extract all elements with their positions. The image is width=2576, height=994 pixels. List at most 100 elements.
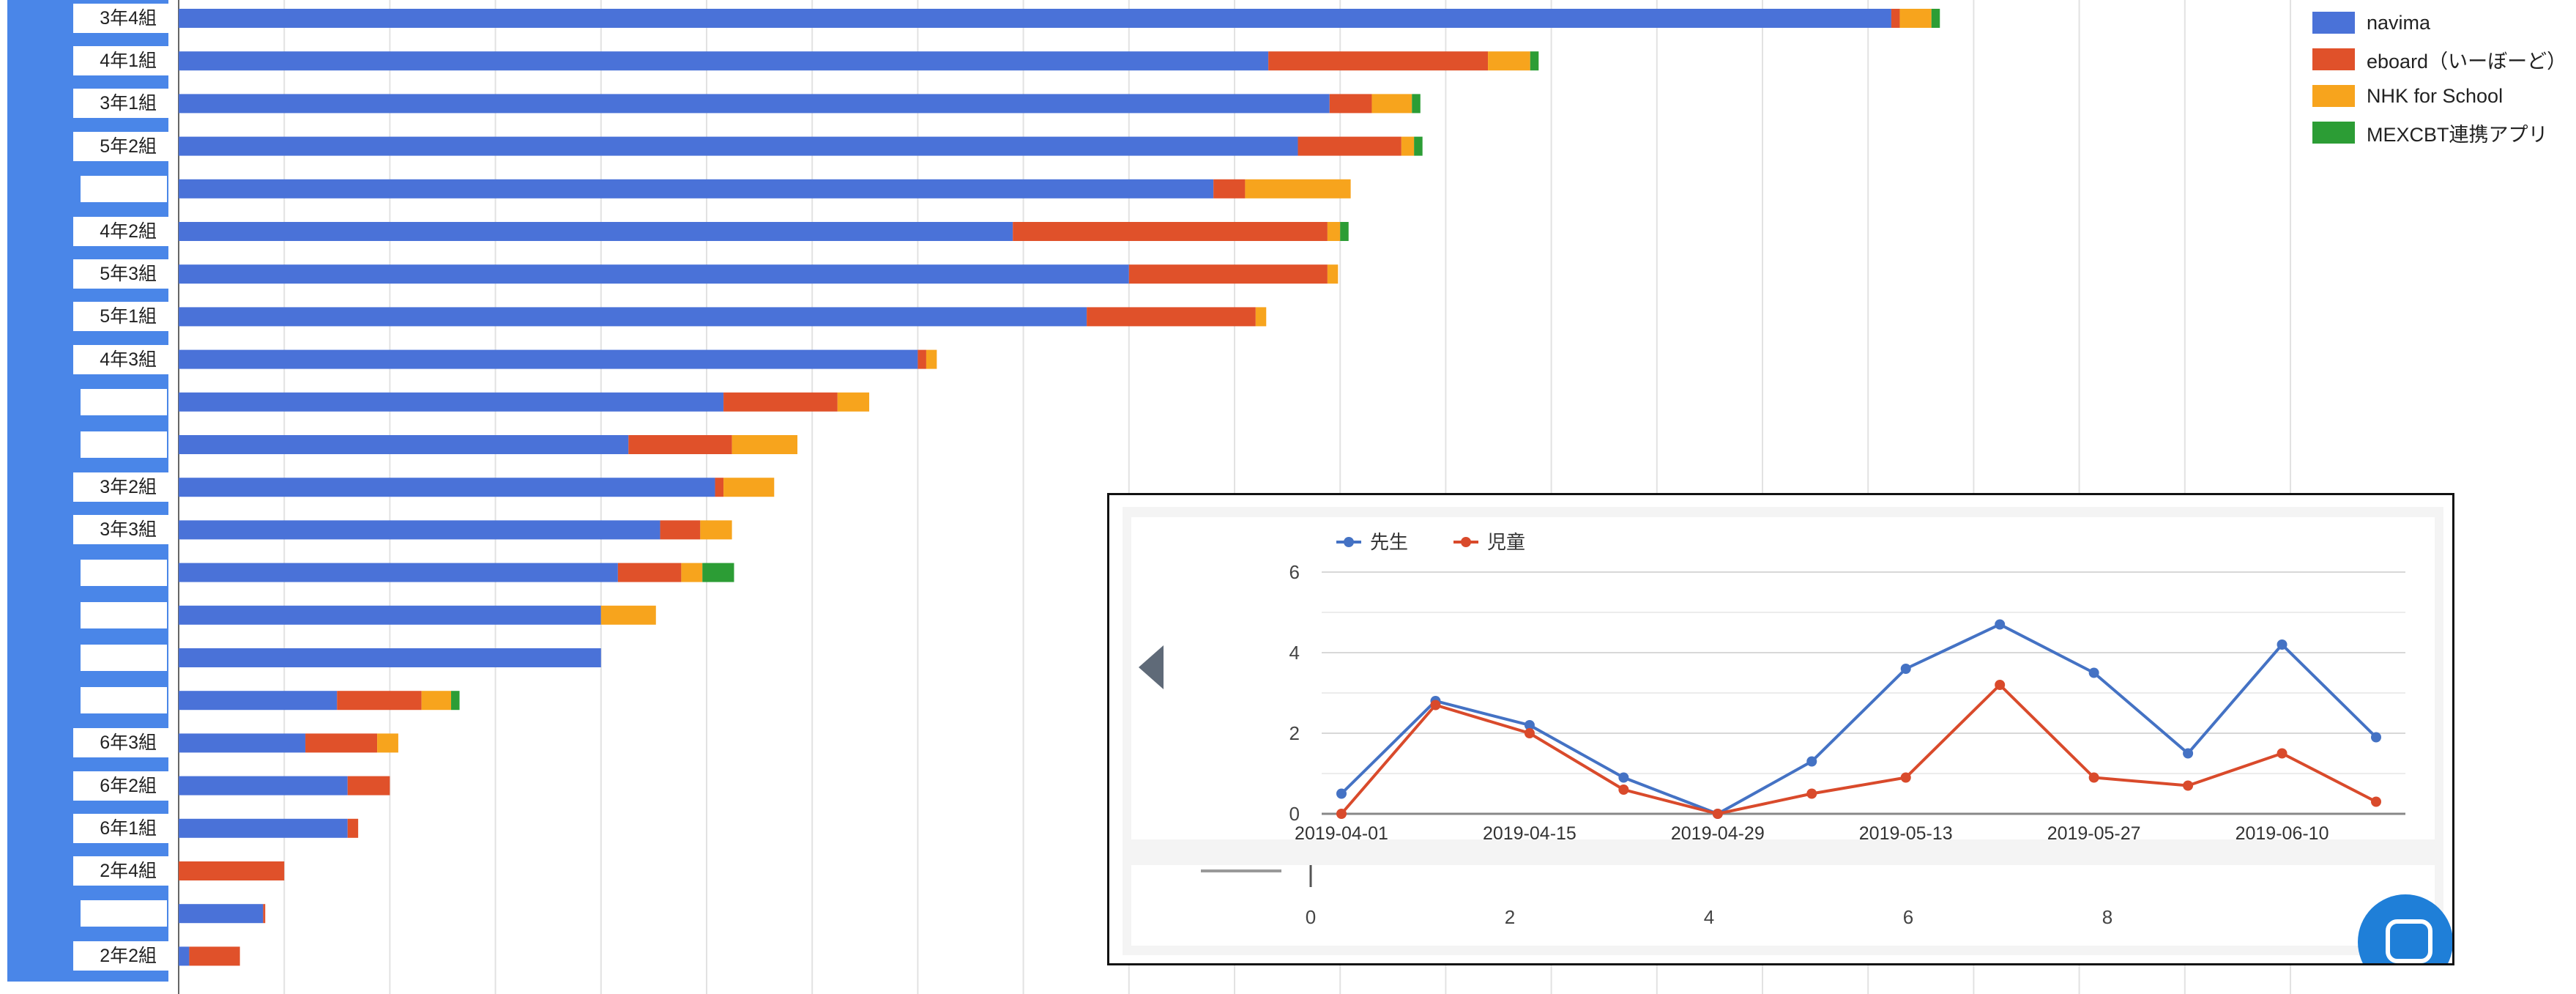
tick-label: 0 (1306, 906, 1316, 928)
bar-segment (305, 733, 378, 753)
data-point (1995, 680, 2006, 690)
line-chart-panel: 02462019-04-012019-04-082019-04-152019-0… (1107, 493, 2454, 965)
data-point (1806, 788, 1817, 799)
bar-segment (179, 94, 1330, 114)
tick-label: 6 (1289, 561, 1300, 583)
data-point (1806, 756, 1817, 767)
data-point (2183, 748, 2194, 759)
tick-label: 4 (1289, 642, 1300, 664)
row-label-background (81, 388, 167, 415)
data-point (1900, 664, 1911, 674)
data-point (1524, 728, 1535, 738)
bar-segment (1891, 9, 1900, 28)
tick-label: 4年1組 (100, 51, 157, 72)
tick-label: 0 (1289, 803, 1300, 825)
carousel-prev-arrow-icon[interactable] (1139, 645, 1164, 689)
bar-segment (1087, 307, 1256, 327)
data-point (2277, 639, 2287, 650)
bar-segment (723, 478, 775, 497)
bar-segment (179, 51, 1269, 71)
row-label-background (73, 856, 168, 886)
tick-label: 2年4組 (100, 861, 157, 881)
data-point (2371, 796, 2381, 807)
bar-segment (926, 349, 937, 369)
data-point (1524, 720, 1535, 730)
legend-swatch (2312, 122, 2355, 144)
bar-segment (617, 563, 682, 582)
bar-segment (179, 392, 724, 412)
tick-label: 5年1組 (100, 306, 157, 327)
legend-item: eboard（いーぼーど） (2312, 42, 2566, 76)
bar-segment (1530, 51, 1539, 71)
tick-label: 2019-05-13 (1859, 823, 1953, 839)
bar-segment (179, 691, 338, 711)
bar-segment (179, 818, 348, 838)
tick-label: 3年2組 (100, 477, 157, 498)
tick-label: 8 (2102, 906, 2112, 928)
legend-item: NHK for School (2312, 79, 2566, 113)
line-chart: 02462019-04-012019-04-082019-04-152019-0… (1289, 531, 2423, 868)
row-label-background (73, 4, 168, 33)
bar-segment (179, 904, 264, 924)
tick-label: 2019-06-10 (2236, 823, 2329, 839)
row-label-background (73, 344, 168, 374)
row-label-background (73, 302, 168, 332)
row-label-background (81, 431, 167, 458)
bar-segment (421, 691, 452, 711)
data-point (1430, 700, 1441, 711)
tick-label: 2019-05-27 (2047, 823, 2141, 839)
data-point (1336, 809, 1347, 819)
tick-label: 3年3組 (100, 519, 157, 541)
tick-label: 2 (1289, 722, 1300, 744)
bar-segment (1931, 9, 1940, 28)
data-point (2183, 780, 2194, 791)
bar-segment (179, 136, 1298, 156)
row-label-background (73, 941, 168, 971)
legend-marker (1461, 537, 1471, 547)
row-label-background (73, 46, 168, 76)
legend-swatch (2312, 85, 2355, 107)
tick-label: 4 (1704, 906, 1714, 928)
row-label-background (81, 687, 167, 714)
data-point (2088, 772, 2099, 783)
row-label-background (81, 645, 167, 671)
legend-label: 先生 (1370, 531, 1408, 553)
chat-bubble-icon[interactable] (2358, 894, 2452, 963)
bar-segment (179, 520, 660, 540)
tick-label: 5年2組 (100, 136, 157, 157)
legend: navima eboard（いーぼーど） NHK for School MEXCBT連… (2312, 6, 2566, 152)
series-line (1340, 623, 2378, 816)
data-point (1618, 785, 1629, 795)
legend-label: NHK for School (2367, 84, 2504, 107)
tick-label: 6年3組 (100, 732, 157, 754)
tick-label: 2年2組 (100, 946, 157, 967)
bar-segment (732, 435, 798, 454)
axis-annotation (1201, 869, 1281, 872)
bar-segment (179, 776, 348, 795)
row-label-background (73, 259, 168, 289)
row-label-background (81, 601, 167, 628)
bar-segment (179, 222, 1013, 241)
bar-segment (179, 349, 918, 369)
row-label-background (81, 175, 167, 202)
bar-segment (451, 691, 460, 711)
row-label-background (73, 728, 168, 758)
bar-segment (1268, 51, 1489, 71)
row-label-background (73, 813, 168, 843)
data-point (1900, 772, 1911, 783)
bar-segment (1327, 264, 1339, 284)
legend-label: eboard（いーぼーど） (2367, 50, 2567, 73)
data-point (1618, 772, 1629, 783)
tick-label: 2019-04-01 (1295, 823, 1388, 839)
secondary-axis: 0 2 4 6 8 (1201, 865, 2112, 928)
bar-segment (600, 605, 656, 625)
row-label-background (73, 472, 168, 502)
bar-segment (723, 392, 838, 412)
bar-segment (660, 520, 701, 540)
bar-segment (1371, 94, 1412, 114)
legend-swatch (2312, 12, 2355, 34)
legend-label: navima (2367, 11, 2431, 34)
tick-label: 5年3組 (100, 264, 157, 285)
bar-segment (179, 733, 306, 753)
row-label-background (73, 89, 168, 119)
